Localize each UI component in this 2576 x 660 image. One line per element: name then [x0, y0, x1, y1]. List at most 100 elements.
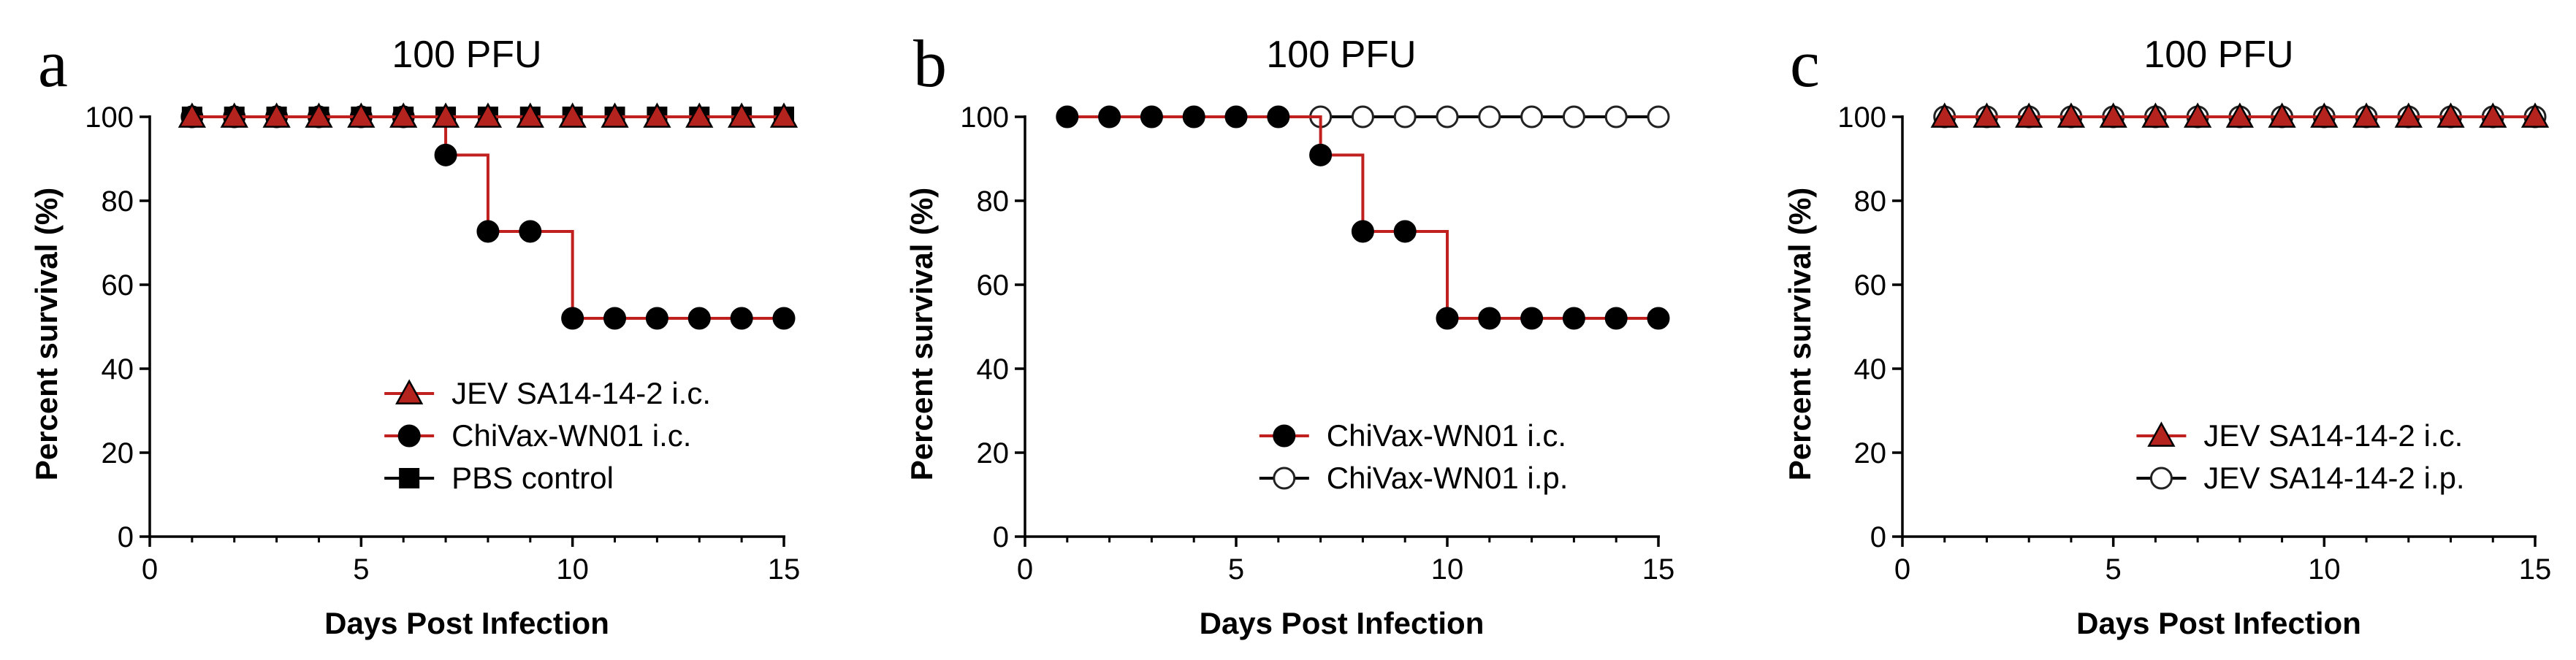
data-point	[1520, 105, 1544, 128]
y-tick-label: 80	[1854, 185, 1887, 218]
data-point	[347, 102, 376, 128]
x-tick-label: 10	[1431, 553, 1464, 586]
data-point	[1520, 307, 1544, 330]
legend-label: JEV SA14-14-2 i.c.	[2203, 418, 2463, 453]
data-point	[434, 143, 457, 166]
data-point	[561, 307, 584, 330]
legend-entry: ChiVax-WN01 i.p.	[1259, 461, 1568, 495]
data-point	[1478, 307, 1501, 330]
legend-marker	[2149, 467, 2173, 490]
x-tick-label: 0	[142, 553, 158, 586]
data-point	[1267, 105, 1290, 128]
y-axis-label: Percent survival (%)	[29, 188, 64, 481]
data-point	[516, 102, 544, 128]
x-tick-label: 15	[1642, 553, 1675, 586]
data-point	[2394, 102, 2423, 128]
data-point	[476, 220, 500, 243]
y-axis-label: Percent survival (%)	[1783, 188, 1817, 481]
data-point	[772, 307, 796, 330]
y-tick-label: 20	[977, 437, 1010, 469]
legend-marker	[2147, 421, 2176, 447]
data-point	[2225, 102, 2254, 128]
x-tick-label: 15	[2519, 553, 2552, 586]
data-point	[2436, 102, 2465, 128]
data-point	[1393, 105, 1417, 128]
y-tick-label: 0	[118, 521, 134, 553]
y-tick-label: 60	[1854, 269, 1887, 302]
y-tick-label: 60	[102, 269, 134, 302]
data-point	[1393, 220, 1417, 243]
data-point	[601, 102, 629, 128]
y-tick-label: 40	[977, 353, 1010, 385]
data-point	[1562, 105, 1585, 128]
legend-entry: PBS control	[384, 461, 614, 495]
legend-entry: JEV SA14-14-2 i.p.	[2136, 461, 2465, 495]
data-point	[1224, 105, 1248, 128]
data-point	[769, 102, 799, 128]
data-point	[2520, 102, 2550, 128]
data-point	[603, 307, 627, 330]
x-tick-label: 5	[1228, 553, 1244, 586]
data-point	[730, 307, 753, 330]
data-point	[2057, 102, 2086, 128]
legend-entry: JEV SA14-14-2 i.c.	[384, 376, 711, 410]
legend-marker	[1273, 424, 1296, 448]
y-tick-label: 80	[102, 185, 134, 218]
x-tick-label: 10	[2308, 553, 2341, 586]
data-point	[643, 102, 671, 128]
y-tick-label: 100	[85, 101, 134, 134]
chart-panel-c: c 100 PFU 0 20 40 60 80 100 0 5 10 15 Days Post Infe…	[1783, 26, 2551, 640]
data-point	[685, 102, 714, 128]
legend-marker	[397, 424, 421, 448]
legend-label: PBS control	[451, 461, 614, 495]
series-0	[1056, 105, 1670, 330]
data-point	[1604, 105, 1628, 128]
x-axis-label: Days Post Infection	[1200, 606, 1485, 640]
data-point	[2310, 102, 2339, 128]
y-tick-label: 100	[1837, 101, 1886, 134]
chart-title: 100 PFU	[1266, 34, 1416, 76]
legend-marker	[395, 379, 424, 404]
x-tick-label: 0	[1017, 553, 1033, 586]
data-point	[220, 102, 248, 128]
panel-letter: c	[1790, 26, 1820, 101]
data-point	[519, 220, 542, 243]
data-point	[1647, 307, 1670, 330]
x-tick-label: 0	[1894, 553, 1910, 586]
legend-marker	[399, 468, 420, 488]
y-tick-label: 0	[993, 521, 1009, 553]
data-point	[1056, 105, 1079, 128]
data-point	[2352, 102, 2381, 128]
data-point	[431, 102, 460, 128]
x-tick-label: 5	[353, 553, 369, 586]
data-point	[2184, 102, 2212, 128]
panel-letter: b	[913, 26, 947, 101]
data-point	[2099, 102, 2127, 128]
chart-title: 100 PFU	[392, 34, 541, 76]
data-point	[1351, 220, 1374, 243]
x-tick-label: 10	[556, 553, 589, 586]
series-1	[180, 105, 796, 330]
data-point	[687, 307, 711, 330]
data-point	[1647, 105, 1670, 128]
legend-entry: JEV SA14-14-2 i.c.	[2136, 418, 2463, 453]
data-point	[1098, 105, 1121, 128]
y-tick-label: 20	[1854, 437, 1887, 469]
data-point	[389, 102, 418, 128]
series-0	[178, 102, 799, 128]
data-point	[1436, 307, 1459, 330]
series-0	[1930, 102, 2550, 128]
y-tick-label: 40	[1854, 353, 1887, 385]
data-point	[1930, 102, 1959, 128]
y-tick-label: 0	[1870, 521, 1886, 553]
legend-marker	[1273, 467, 1296, 490]
chart-panel-b: b 100 PFU 0 20 40 60 80 100 0 5 10 15 Days Post Infe…	[904, 26, 1674, 640]
y-tick-label: 20	[102, 437, 134, 469]
y-tick-label: 100	[960, 101, 1009, 134]
legend-label: JEV SA14-14-2 i.c.	[451, 376, 711, 410]
chart-title: 100 PFU	[2144, 34, 2293, 76]
data-point	[178, 102, 206, 128]
data-point	[1309, 143, 1333, 166]
series-1	[1309, 105, 1670, 128]
